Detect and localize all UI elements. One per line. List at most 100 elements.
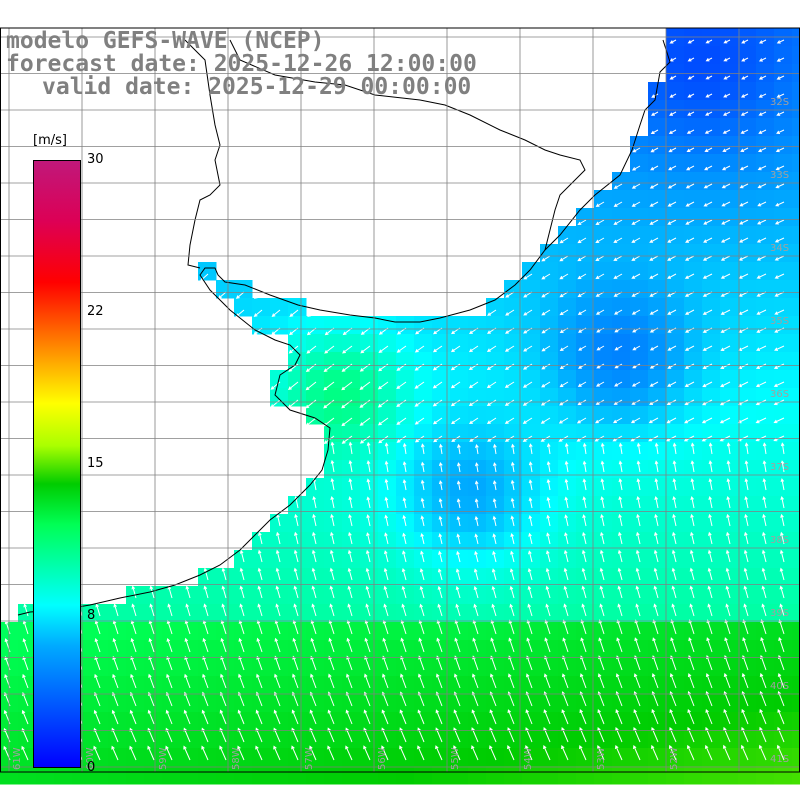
wind-vector-arrow [329, 603, 335, 617]
wind-vector-arrow [670, 637, 677, 653]
wind-speed-cell [774, 334, 793, 353]
wind-vector-arrow [758, 39, 767, 44]
wind-vector-arrow [615, 744, 623, 761]
wind-speed-cell [342, 352, 361, 371]
wind-speed-cell [666, 172, 685, 191]
wind-vector-arrow [432, 363, 443, 371]
colorbar-tick-15: 15 [87, 456, 104, 471]
wind-vector-arrow [579, 744, 587, 761]
wind-vector-arrow [598, 637, 605, 653]
wind-vector-arrow [95, 603, 101, 617]
wind-vector-arrow [595, 201, 605, 207]
wind-vector-arrow [420, 479, 425, 491]
wind-vector-arrow [779, 549, 785, 563]
wind-speed-cell [792, 370, 800, 389]
wind-vector-arrow [377, 381, 389, 390]
wind-speed-cell [450, 334, 469, 353]
wind-vector-arrow [541, 381, 551, 388]
wind-vector-arrow [649, 183, 659, 189]
wind-vector-arrow [757, 183, 767, 189]
wind-vector-arrow [744, 478, 749, 491]
wind-speed-cell [648, 370, 667, 389]
wind-vector-arrow [347, 585, 353, 599]
wind-vector-arrow [613, 219, 623, 225]
wind-vector-arrow [526, 673, 533, 689]
wind-vector-arrow [468, 345, 479, 353]
wind-speed-cell [630, 190, 649, 209]
wind-vector-arrow [504, 363, 515, 370]
wind-vector-arrow [292, 673, 299, 689]
wind-speed-cell [630, 424, 649, 443]
wind-speed-cell [594, 208, 613, 227]
wind-speed-cell [414, 766, 433, 785]
wind-speed-cell [756, 208, 775, 227]
wind-vector-arrow [113, 603, 119, 617]
wind-vector-arrow [420, 532, 425, 545]
wind-vector-arrow [759, 672, 767, 689]
wind-vector-arrow [563, 567, 569, 581]
wind-speed-cell [540, 370, 559, 389]
wind-vector-arrow [438, 480, 443, 491]
wind-vector-arrow [671, 603, 677, 617]
wind-vector-arrow [546, 514, 551, 527]
wind-vector-arrow [471, 709, 479, 725]
wind-vector-arrow [564, 478, 569, 491]
wind-vector-arrow [457, 462, 461, 473]
wind-vector-arrow [726, 495, 731, 509]
wind-vector-arrow [687, 75, 695, 80]
wind-vector-arrow [437, 568, 443, 581]
wind-vector-arrow [330, 441, 335, 455]
wind-speed-cell [756, 46, 775, 65]
wind-vector-arrow [740, 111, 749, 116]
wind-vector-arrow [636, 495, 641, 509]
wind-vector-arrow [631, 309, 641, 315]
wind-speed-cell [522, 334, 541, 353]
wind-vector-arrow [725, 585, 731, 599]
wind-speed-cell [792, 46, 800, 65]
wind-vector-arrow [131, 585, 137, 599]
wind-speed-cell [180, 766, 199, 785]
wind-speed-cell [270, 298, 289, 317]
wind-vector-arrow [564, 442, 569, 455]
wind-speed-cell [324, 316, 343, 335]
wind-vector-arrow [435, 709, 443, 725]
wind-vector-arrow [704, 147, 713, 152]
wind-vector-arrow [723, 75, 731, 80]
wind-vector-arrow [256, 637, 263, 653]
wind-vector-arrow [685, 219, 695, 225]
wind-vector-arrow [653, 603, 659, 617]
wind-speed-cell [774, 226, 793, 245]
wind-vector-arrow [773, 381, 785, 387]
wind-speed-cell [792, 460, 800, 479]
wind-vector-arrow [650, 129, 659, 134]
wind-speed-cell [648, 226, 667, 245]
wind-vector-arrow [616, 637, 623, 653]
wind-speed-cell [468, 334, 487, 353]
wind-speed-cell [684, 298, 703, 317]
wind-vector-arrow [112, 673, 119, 689]
wind-speed-cell [738, 226, 757, 245]
wind-vector-arrow [486, 363, 497, 370]
wind-vector-arrow [454, 673, 461, 689]
wind-vector-arrow [705, 93, 713, 98]
wind-vector-arrow [348, 496, 353, 509]
wind-speed-cell [342, 766, 361, 785]
wind-vector-arrow [595, 255, 605, 262]
wind-vector-arrow [760, 637, 767, 653]
wind-vector-arrow [598, 619, 605, 635]
longitude-label: 56W [377, 747, 388, 770]
wind-speed-cell [738, 118, 757, 137]
wind-vector-arrow [312, 531, 317, 545]
wind-speed-cell [774, 136, 793, 155]
wind-speed-cell [270, 316, 289, 335]
wind-vector-arrow [435, 745, 443, 761]
wind-vector-arrow [719, 417, 731, 424]
wind-vector-arrow [689, 567, 695, 581]
wind-speed-cell [702, 244, 721, 263]
wind-vector-arrow [672, 478, 677, 491]
wind-speed-cell [666, 370, 685, 389]
wind-vector-arrow [636, 531, 641, 545]
wind-speed-cell [792, 136, 800, 155]
wind-vector-arrow [468, 363, 479, 371]
wind-vector-arrow [651, 93, 659, 98]
